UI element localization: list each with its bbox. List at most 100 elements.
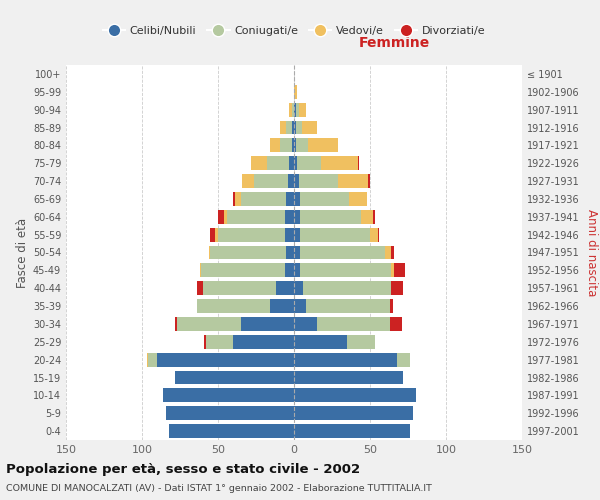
Bar	[177, 317, 241, 331]
Bar	[218, 210, 224, 224]
Bar	[390, 317, 402, 331]
Bar	[294, 210, 300, 224]
Bar	[209, 246, 211, 260]
Bar	[285, 264, 294, 278]
Bar	[280, 138, 292, 152]
Bar	[276, 281, 294, 295]
Bar	[294, 138, 296, 152]
Bar	[285, 228, 294, 241]
Bar	[235, 192, 241, 206]
Bar	[224, 210, 227, 224]
Bar	[294, 335, 347, 349]
Bar	[292, 102, 294, 117]
Bar	[169, 424, 294, 438]
Bar	[241, 192, 286, 206]
Bar	[289, 102, 292, 117]
Bar	[303, 281, 391, 295]
Bar	[251, 156, 266, 170]
Bar	[297, 156, 322, 170]
Bar	[266, 156, 289, 170]
Bar	[299, 102, 306, 117]
Bar	[294, 317, 317, 331]
Bar	[308, 138, 338, 152]
Bar	[300, 210, 361, 224]
Bar	[211, 246, 286, 260]
Bar	[294, 156, 297, 170]
Bar	[175, 370, 294, 384]
Bar	[299, 174, 338, 188]
Bar	[306, 299, 390, 313]
Bar	[157, 352, 294, 366]
Bar	[296, 102, 299, 117]
Bar	[294, 281, 303, 295]
Bar	[211, 228, 215, 241]
Bar	[347, 335, 374, 349]
Bar	[294, 174, 299, 188]
Bar	[197, 281, 203, 295]
Bar	[148, 352, 157, 366]
Bar	[286, 120, 292, 134]
Bar	[233, 192, 235, 206]
Bar	[302, 120, 317, 134]
Bar	[373, 210, 374, 224]
Bar	[294, 102, 296, 117]
Bar	[205, 335, 206, 349]
Bar	[197, 299, 269, 313]
Bar	[285, 210, 294, 224]
Bar	[254, 174, 288, 188]
Bar	[390, 299, 393, 313]
Bar	[391, 264, 394, 278]
Bar	[294, 388, 416, 402]
Bar	[391, 281, 403, 295]
Bar	[269, 299, 294, 313]
Bar	[294, 406, 413, 420]
Bar	[294, 192, 300, 206]
Bar	[391, 246, 394, 260]
Bar	[300, 246, 385, 260]
Bar	[294, 85, 297, 99]
Text: COMUNE DI MANOCALZATI (AV) - Dati ISTAT 1° gennaio 2002 - Elaborazione TUTTITALI: COMUNE DI MANOCALZATI (AV) - Dati ISTAT …	[6, 484, 432, 493]
Bar	[358, 156, 359, 170]
Bar	[269, 138, 280, 152]
Bar	[280, 120, 286, 134]
Bar	[296, 138, 308, 152]
Bar	[289, 156, 294, 170]
Bar	[292, 120, 294, 134]
Bar	[294, 370, 403, 384]
Bar	[370, 228, 377, 241]
Bar	[294, 424, 410, 438]
Bar	[368, 174, 370, 188]
Bar	[175, 317, 177, 331]
Text: Femmine: Femmine	[359, 36, 430, 50]
Bar	[377, 228, 379, 241]
Bar	[300, 264, 391, 278]
Bar	[322, 156, 358, 170]
Bar	[163, 388, 294, 402]
Bar	[361, 210, 373, 224]
Bar	[317, 317, 390, 331]
Bar	[294, 299, 306, 313]
Legend: Celibi/Nubili, Coniugati/e, Vedovi/e, Divorziati/e: Celibi/Nubili, Coniugati/e, Vedovi/e, Di…	[98, 22, 490, 40]
Bar	[294, 246, 300, 260]
Bar	[215, 228, 218, 241]
Bar	[292, 138, 294, 152]
Bar	[300, 228, 370, 241]
Bar	[201, 264, 285, 278]
Bar	[242, 174, 254, 188]
Bar	[227, 210, 285, 224]
Bar	[385, 246, 391, 260]
Bar	[288, 174, 294, 188]
Bar	[146, 352, 148, 366]
Bar	[338, 174, 368, 188]
Bar	[300, 192, 349, 206]
Bar	[296, 120, 302, 134]
Bar	[286, 192, 294, 206]
Bar	[349, 192, 367, 206]
Y-axis label: Anni di nascita: Anni di nascita	[585, 209, 598, 296]
Y-axis label: Fasce di età: Fasce di età	[16, 218, 29, 288]
Text: Popolazione per età, sesso e stato civile - 2002: Popolazione per età, sesso e stato civil…	[6, 462, 360, 475]
Bar	[206, 335, 233, 349]
Bar	[294, 120, 296, 134]
Bar	[166, 406, 294, 420]
Bar	[294, 228, 300, 241]
